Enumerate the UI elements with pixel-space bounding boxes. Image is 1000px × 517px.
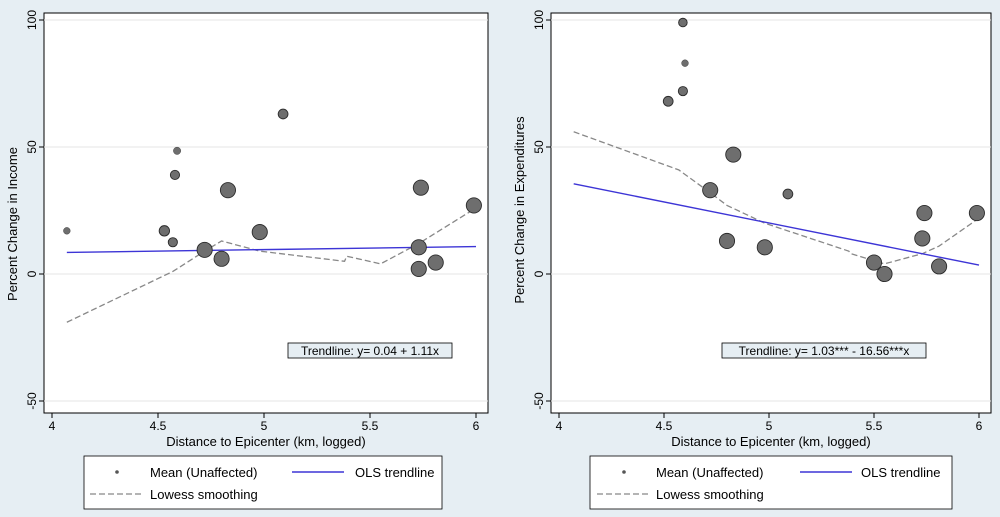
gridlines: [551, 19, 991, 402]
x-tick-label: 4.5: [150, 419, 167, 433]
scatter-point: [662, 95, 674, 107]
scatter-point: [865, 254, 883, 271]
scatter-point: [158, 225, 171, 237]
scatter-point: [782, 188, 794, 200]
x-tick-label: 6: [976, 419, 983, 433]
x-tick-label: 5.5: [866, 419, 883, 433]
annotation-text: Trendline: y= 0.04 + 1.11x: [301, 344, 439, 358]
y-tick-label: 0: [25, 270, 39, 277]
legend-lowess-label: Lowess smoothing: [656, 487, 764, 502]
annotation-box: [721, 342, 927, 359]
scatter-point: [196, 241, 213, 258]
scatter-point: [251, 224, 268, 241]
scatter-point: [169, 169, 181, 180]
legend-ols-label: OLS trendline: [355, 465, 435, 480]
x-axis-ticks: 4 4.5 5 5.5 6: [556, 413, 983, 433]
scatter-point: [681, 59, 689, 67]
scatter-point: [876, 265, 893, 283]
x-axis-ticks: 4 4.5 5 5.5 6: [49, 413, 480, 433]
y-tick-label: 100: [532, 10, 546, 30]
scatter-point: [219, 182, 237, 199]
x-tick-label: 4.5: [656, 419, 673, 433]
scatter-point: [678, 17, 688, 28]
ols-line-group: [66, 245, 477, 254]
scatter-point: [677, 86, 688, 97]
lowess-line: [66, 207, 477, 323]
scatter-point: [465, 197, 482, 214]
scatter-point: [756, 239, 773, 256]
lowess-line: [573, 131, 980, 265]
scatter-point: [410, 239, 427, 256]
y-tick-label: 0: [532, 270, 546, 277]
y-tick-label: -50: [532, 392, 546, 410]
legend-mean-marker: [115, 470, 119, 474]
x-tick-label: 4: [49, 419, 56, 433]
annotation-box: [287, 342, 453, 359]
x-tick-label: 5: [766, 419, 773, 433]
y-axis-label: Percent Change in Expenditures: [512, 116, 527, 304]
scatter-points: [63, 108, 482, 277]
income-chart-panel: 4 4.5 5 5.5 6 -50 0 50 100 Trendline: y= 0.04 +…: [5, 10, 489, 510]
trendline-annotation: Trendline: y= 1.03*** - 16.56***x: [721, 342, 927, 359]
scatter-point: [914, 230, 931, 247]
x-tick-label: 5.5: [362, 419, 379, 433]
lowess-line-group: [573, 131, 980, 265]
y-axis-label: Percent Change in Income: [5, 147, 20, 301]
scatter-point: [63, 227, 71, 235]
scatter-point: [213, 250, 230, 267]
legend: Mean (Unaffected) OLS trendline Lowess s…: [83, 455, 443, 510]
legend-mean-marker: [622, 470, 626, 474]
legend-mean-label: Mean (Unaffected): [656, 465, 763, 480]
scatter-point: [167, 237, 178, 248]
x-axis-label: Distance to Epicenter (km, logged): [166, 434, 365, 449]
y-tick-label: 50: [25, 140, 39, 154]
scatter-point: [277, 108, 289, 120]
trendline-annotation: Trendline: y= 0.04 + 1.11x: [287, 342, 453, 359]
x-tick-label: 5: [261, 419, 268, 433]
scatter-point: [427, 254, 444, 271]
annotation-text: Trendline: y= 1.03*** - 16.56***x: [739, 344, 910, 358]
x-tick-label: 4: [556, 419, 563, 433]
y-tick-label: 100: [25, 10, 39, 30]
lowess-line-group: [66, 207, 477, 323]
scatter-points: [662, 17, 985, 283]
expenditures-chart-panel: 4 4.5 5 5.5 6 -50 0 50 100 Trendline: y= 1.03**…: [512, 10, 992, 510]
scatter-point: [173, 146, 181, 155]
scatter-point: [702, 182, 719, 199]
legend-box: [589, 455, 953, 510]
x-tick-label: 6: [473, 419, 480, 433]
scatter-point: [412, 179, 429, 196]
ols-trendline: [66, 245, 477, 254]
legend-mean-label: Mean (Unaffected): [150, 465, 257, 480]
scatter-point: [718, 232, 736, 250]
ols-line-group: [573, 183, 980, 266]
ols-trendline: [573, 183, 980, 266]
y-axis-ticks: -50 0 50 100: [532, 10, 551, 410]
x-axis-label: Distance to Epicenter (km, logged): [671, 434, 870, 449]
y-axis-ticks: -50 0 50 100: [25, 10, 44, 410]
scatter-point: [968, 204, 985, 222]
y-tick-label: -50: [25, 392, 39, 410]
scatter-point: [916, 204, 933, 222]
legend-lowess-label: Lowess smoothing: [150, 487, 258, 502]
scatter-point: [725, 146, 742, 163]
legend: Mean (Unaffected) OLS trendline Lowess s…: [589, 455, 953, 510]
legend-box: [83, 455, 443, 510]
scatter-point: [410, 260, 427, 277]
legend-ols-label: OLS trendline: [861, 465, 941, 480]
y-tick-label: 50: [532, 140, 546, 154]
scatter-point: [931, 258, 948, 275]
